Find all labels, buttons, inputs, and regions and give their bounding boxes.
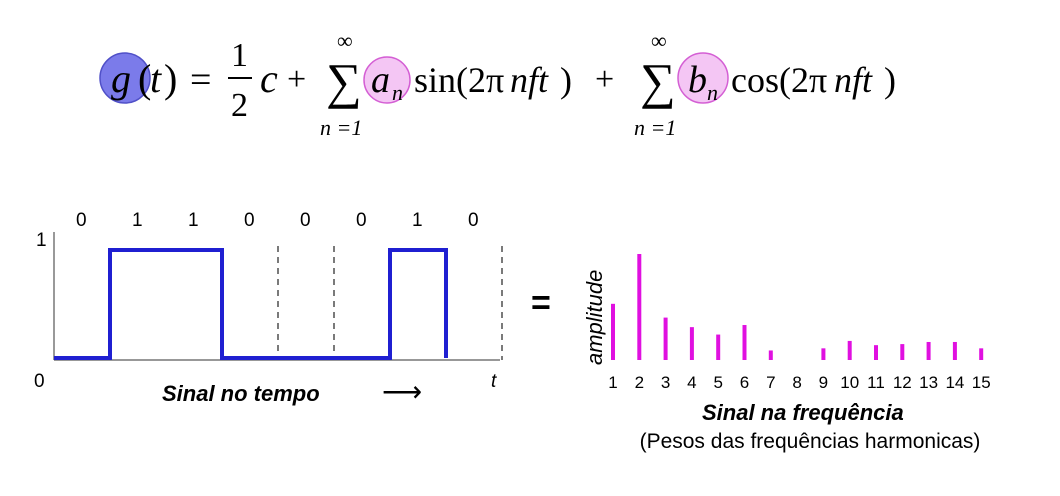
frequency-bars bbox=[611, 254, 984, 360]
fraction-numerator: 1 bbox=[231, 37, 248, 74]
freq-tick-10: 10 bbox=[840, 373, 859, 392]
freq-tick-5: 5 bbox=[713, 373, 722, 392]
bn-sub: n bbox=[707, 80, 718, 105]
g-highlight-circle bbox=[99, 52, 151, 104]
fraction-denominator: 2 bbox=[231, 87, 248, 124]
time-caption: Sinal no tempo bbox=[162, 381, 320, 406]
sum1-lower: n =1 bbox=[320, 115, 362, 140]
cos-term: cos(2π bbox=[731, 60, 827, 100]
freq-tick-6: 6 bbox=[740, 373, 749, 392]
freq-tick-1: 1 bbox=[608, 373, 617, 392]
freq-bar-5 bbox=[716, 334, 721, 360]
an-highlight-circle bbox=[363, 56, 411, 104]
frequency-tick-labels: 1 2 3 4 5 6 7 8 9 10 11 12 13 14 15 bbox=[608, 373, 990, 392]
formula-plus-1: + bbox=[287, 61, 306, 98]
sin-term: sin(2π bbox=[414, 60, 504, 100]
freq-bar-4 bbox=[689, 327, 694, 360]
freq-tick-14: 14 bbox=[945, 373, 964, 392]
square-wave-signal bbox=[54, 248, 448, 360]
an-sub: n bbox=[392, 80, 403, 105]
formula-equals: = bbox=[190, 59, 211, 101]
formula-plus-2: + bbox=[595, 61, 614, 98]
freq-bar-1 bbox=[611, 303, 615, 360]
freq-bar-12 bbox=[900, 344, 905, 360]
bn-base: b bbox=[688, 59, 707, 101]
freq-tick-2: 2 bbox=[635, 373, 644, 392]
sum1-symbol: ∑ bbox=[326, 53, 362, 109]
freq-bar-11 bbox=[874, 345, 878, 360]
y-axis-top-label: 1 bbox=[36, 230, 47, 251]
bit-label-3: 0 bbox=[244, 210, 255, 231]
formula-paren-open: ( bbox=[138, 56, 151, 101]
bit-dividers bbox=[277, 246, 503, 360]
sum1-upper: ∞ bbox=[337, 28, 353, 53]
freq-tick-15: 15 bbox=[972, 373, 991, 392]
sin-vars: nft bbox=[510, 60, 549, 100]
freq-tick-11: 11 bbox=[867, 373, 885, 392]
y-axis-label: amplitude bbox=[582, 270, 607, 365]
bit-label-2: 1 bbox=[188, 210, 199, 231]
time-signal-diagram: 0 1 1 0 0 0 1 0 1 0 t Sinal no tempo ⟶ bbox=[34, 210, 503, 407]
fourier-formula: g ( t ) = 1 2 c + ∞ ∑ n =1 a n sin(2π nf… bbox=[99, 28, 896, 140]
freq-subtitle: (Pesos das frequências harmonicas) bbox=[639, 430, 981, 453]
equals-sign: = bbox=[531, 284, 551, 322]
time-axis-label: t bbox=[491, 371, 497, 392]
freq-caption: Sinal na frequência bbox=[702, 400, 904, 425]
bit-labels: 0 1 1 0 0 0 1 0 bbox=[76, 210, 479, 231]
freq-bar-2 bbox=[637, 254, 642, 360]
freq-bar-9 bbox=[821, 348, 826, 360]
sin-close: ) bbox=[560, 60, 572, 100]
freq-bar-15 bbox=[979, 348, 984, 360]
freq-tick-7: 7 bbox=[766, 373, 775, 392]
bit-label-1: 1 bbox=[132, 210, 143, 231]
cos-close: ) bbox=[884, 60, 896, 100]
freq-tick-13: 13 bbox=[919, 373, 938, 392]
freq-bar-6 bbox=[742, 325, 747, 360]
bit-label-5: 0 bbox=[356, 210, 367, 231]
freq-bar-13 bbox=[926, 341, 931, 360]
freq-bar-14 bbox=[952, 341, 957, 360]
bn-highlight-circle bbox=[677, 52, 729, 104]
formula-c: c bbox=[260, 56, 278, 101]
freq-tick-12: 12 bbox=[893, 373, 912, 392]
freq-tick-4: 4 bbox=[687, 373, 696, 392]
sum2-lower: n =1 bbox=[634, 115, 676, 140]
sum2-symbol: ∑ bbox=[640, 53, 676, 109]
formula-paren-close: ) bbox=[164, 56, 177, 101]
bit-label-4: 0 bbox=[300, 210, 311, 231]
frequency-spectrum-chart: amplitude 1 2 3 4 5 6 7 8 9 10 11 12 13 14 15 Sinal na… bbox=[582, 230, 991, 425]
freq-bar-10 bbox=[847, 340, 852, 360]
freq-tick-8: 8 bbox=[792, 373, 801, 392]
bit-label-0: 0 bbox=[76, 210, 87, 231]
sum2-upper: ∞ bbox=[651, 28, 667, 53]
an-base: a bbox=[371, 59, 390, 101]
origin-label: 0 bbox=[34, 371, 45, 392]
formula-t-var: t bbox=[150, 56, 162, 101]
freq-tick-9: 9 bbox=[819, 373, 828, 392]
cos-vars: nft bbox=[834, 60, 873, 100]
bit-label-7: 0 bbox=[468, 210, 479, 231]
freq-bar-7 bbox=[768, 350, 773, 360]
bit-label-6: 1 bbox=[412, 210, 423, 231]
freq-tick-3: 3 bbox=[661, 373, 670, 392]
freq-bar-3 bbox=[663, 317, 668, 360]
time-arrow: ⟶ bbox=[382, 376, 422, 407]
formula-g: g bbox=[111, 56, 131, 101]
